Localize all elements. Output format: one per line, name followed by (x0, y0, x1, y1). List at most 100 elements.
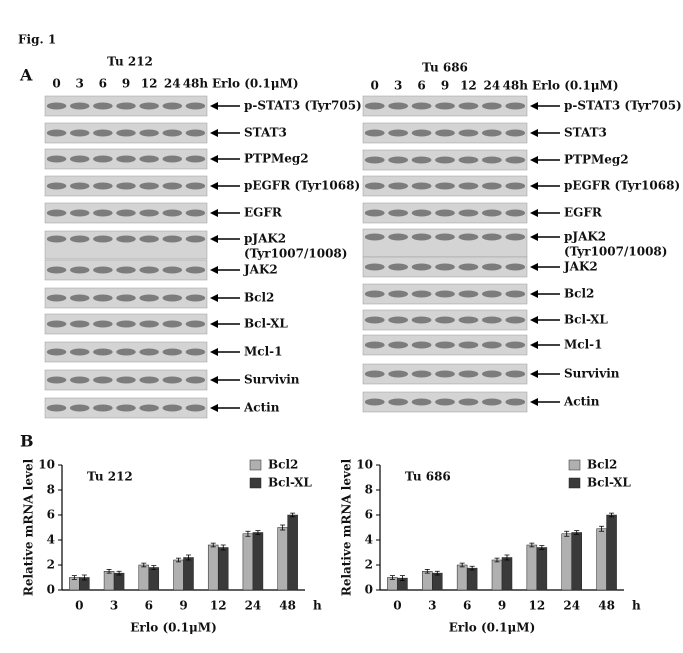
bar (466, 567, 478, 591)
blot-band (364, 182, 385, 190)
blot-band (482, 102, 502, 110)
blot-band (435, 233, 455, 241)
blot-band (185, 266, 206, 274)
blot-band (458, 290, 479, 298)
legend-swatch (568, 477, 581, 489)
blot-band (388, 341, 408, 349)
error-bar (151, 565, 157, 570)
lane-label: 48h (503, 79, 529, 93)
blot-band (364, 209, 385, 217)
protein-label: (Tyr1007/1008) (564, 245, 667, 259)
blot-band (435, 209, 455, 217)
blot-band (505, 290, 526, 298)
legend-label: Bcl-XL (587, 476, 631, 490)
blot-band (458, 341, 479, 349)
blot-band (411, 102, 432, 110)
blot-band (505, 156, 526, 164)
blot-band (435, 341, 455, 349)
blot-band (69, 294, 90, 302)
blot-band (185, 320, 206, 328)
blot-band (185, 376, 206, 384)
blot-band (93, 102, 113, 110)
lane-label: 24 (484, 79, 501, 93)
blot-band (162, 209, 183, 217)
error-bar (504, 554, 510, 561)
x-tick-label: 6 (145, 599, 153, 613)
bar (456, 564, 468, 591)
blot-band (482, 209, 502, 217)
arrow-head (210, 404, 218, 412)
blot-band (364, 398, 385, 406)
blot-band (458, 370, 479, 378)
protein-label: pJAK2 (564, 230, 606, 244)
blot-band (482, 290, 502, 298)
blot-band (46, 129, 67, 137)
blot-band (458, 129, 479, 137)
protein-label: Mcl-1 (564, 338, 602, 352)
blot-band (435, 398, 455, 406)
legend-swatch (249, 477, 262, 489)
blot-band (435, 316, 455, 324)
blot-band (46, 182, 67, 190)
blot-band (505, 370, 526, 378)
y-tick-label: 2 (365, 558, 373, 572)
error-bar (141, 562, 147, 568)
bar (173, 559, 184, 591)
protein-label: PTPMeg2 (564, 153, 629, 167)
panel-label: B (20, 432, 34, 451)
blot-band (388, 209, 408, 217)
blot-band (388, 156, 408, 164)
blot-band (185, 182, 206, 190)
blot-band (505, 182, 526, 190)
blot-band (458, 263, 479, 271)
x-tick-label: 12 (529, 599, 546, 613)
lane-label: 48h (183, 77, 209, 91)
blot-band (116, 102, 136, 110)
protein-label: EGFR (564, 206, 603, 220)
legend-swatch (568, 459, 581, 471)
lane-label: 0 (371, 79, 379, 93)
arrow-head (210, 294, 218, 302)
error-bar (220, 544, 226, 551)
x-tick-label: 48 (279, 599, 296, 613)
x-tick-label: 9 (498, 599, 506, 613)
blot-band (388, 182, 408, 190)
error-bar (81, 574, 87, 581)
y-tick-label: 2 (47, 558, 55, 572)
blot-band (162, 348, 183, 356)
error-bar (609, 512, 615, 518)
arrow-head (530, 370, 538, 378)
blot-band (162, 155, 183, 163)
blot-band (185, 294, 206, 302)
blot-band (139, 182, 159, 190)
blot-band (435, 182, 455, 190)
bar (252, 532, 264, 591)
x-tick-label: 0 (393, 599, 401, 613)
blot-band (435, 156, 455, 164)
blot-band (69, 320, 90, 328)
protein-label: Actin (243, 401, 280, 415)
bar (138, 564, 150, 591)
lane-label: 3 (76, 77, 84, 91)
arrow-head (530, 102, 538, 110)
legend-label: Bcl2 (587, 458, 617, 472)
bar (501, 557, 513, 591)
arrow-head (210, 182, 218, 190)
blot-band (505, 233, 526, 241)
blot-band (116, 209, 136, 217)
blot-band (388, 316, 408, 324)
bar (432, 572, 443, 591)
blot-band (185, 404, 206, 412)
arrow-head (210, 266, 218, 274)
error-bar (389, 575, 395, 580)
bar (103, 571, 115, 591)
bar (526, 544, 538, 591)
blot-band (388, 129, 408, 137)
blot-band (364, 290, 385, 298)
x-tick-label: 9 (179, 599, 187, 613)
lane-label: 24 (164, 77, 181, 91)
y-axis-label: Relative mRNA level (22, 458, 36, 596)
x-tick-label: 48 (598, 599, 615, 613)
bar (596, 528, 607, 591)
blot-band (93, 376, 113, 384)
